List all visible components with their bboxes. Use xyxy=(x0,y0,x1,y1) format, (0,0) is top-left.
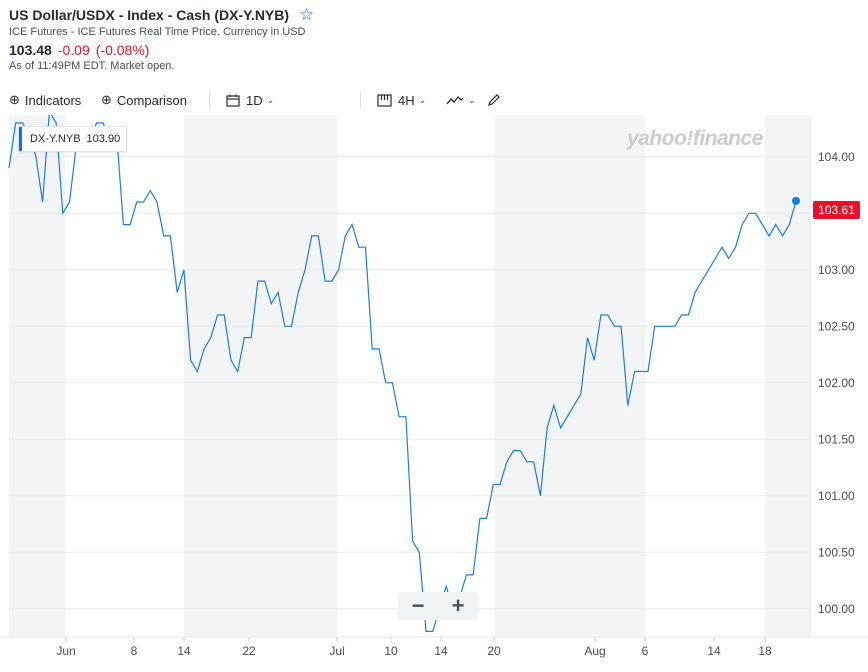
legend-symbol: DX-Y.NYB xyxy=(30,133,81,145)
legend-value: 103.90 xyxy=(86,133,121,145)
x-tick-label: 10 xyxy=(384,644,398,658)
zoom-controls: − + xyxy=(398,592,478,620)
quote-header: US Dollar/USDX - Index - Cash (DX-Y.NYB)… xyxy=(9,5,315,72)
quote-price: 103.48 xyxy=(9,42,52,58)
chevron-down-icon: ⌄ xyxy=(468,94,476,105)
chevron-down-icon: ⌄ xyxy=(266,94,275,105)
plus-circle-icon: ⊕ xyxy=(9,92,20,107)
y-tick-label: 100.50 xyxy=(818,545,855,559)
toolbar-divider xyxy=(360,92,361,108)
chart-band-gap xyxy=(645,115,765,637)
y-tick-label: 102.50 xyxy=(818,319,855,333)
x-tick-label: Aug xyxy=(584,644,605,658)
calendar-icon xyxy=(226,94,240,107)
x-tick-label: 14 xyxy=(707,644,721,658)
x-tick-label: 6 xyxy=(642,644,649,658)
chart-shaded-band xyxy=(9,115,65,637)
chart-shaded-band xyxy=(765,115,810,637)
x-tick-label: 20 xyxy=(487,644,501,658)
x-tick-label: 14 xyxy=(177,644,191,658)
interval-label: 4H xyxy=(398,92,415,108)
yahoo-finance-watermark: yahoo!finance xyxy=(627,127,763,150)
quote-change-percent: (-0.08%) xyxy=(95,42,150,58)
x-tick-label: Jul xyxy=(329,644,344,658)
y-tick-label: 101.50 xyxy=(818,432,855,446)
legend-color-marker xyxy=(19,127,22,151)
x-tick-label: 14 xyxy=(434,644,448,658)
price-line xyxy=(8,115,797,632)
zoom-in-button[interactable]: + xyxy=(451,593,465,618)
x-tick-label: 8 xyxy=(131,644,138,658)
candle-interval-icon xyxy=(377,93,392,107)
series-legend[interactable]: DX-Y.NYB 103.90 xyxy=(18,126,128,152)
last-price-label: 103.61 xyxy=(813,201,860,219)
indicators-label: Indicators xyxy=(24,92,82,108)
chart-shaded-band xyxy=(595,115,645,637)
y-tick-label: 103.00 xyxy=(818,263,855,277)
pencil-icon xyxy=(488,94,500,106)
plus-circle-icon: ⊕ xyxy=(101,92,112,107)
interval-dropdown[interactable]: 4H ⌄ xyxy=(377,88,426,112)
chart-shaded-band xyxy=(184,115,337,637)
quote-timestamp: As of 11:49PM EDT. Market open. xyxy=(9,60,175,72)
chart-toolbar: ⊕ Indicators ⊕ Comparison 1D ⌄ 4H ⌄ ⌄ xyxy=(0,88,868,112)
last-price-dot xyxy=(792,196,800,205)
y-tick-label: 101.00 xyxy=(818,489,855,503)
range-label: 1D xyxy=(246,92,263,108)
quote-change: -0.09 xyxy=(57,42,90,58)
comparison-label: Comparison xyxy=(116,92,187,108)
draw-button[interactable] xyxy=(487,88,501,112)
comparison-button[interactable]: ⊕ Comparison xyxy=(101,88,187,112)
chevron-down-icon: ⌄ xyxy=(418,94,427,105)
star-icon[interactable]: ☆ xyxy=(299,5,315,24)
y-tick-label: 102.00 xyxy=(818,376,855,390)
quote-title: US Dollar/USDX - Index - Cash (DX-Y.NYB) xyxy=(9,7,290,23)
range-dropdown[interactable]: 1D ⌄ xyxy=(226,88,274,112)
quote-subtitle: ICE Futures - ICE Futures Real Time Pric… xyxy=(9,26,306,38)
price-chart[interactable]: 100.00 100.50 101.00 101.50 102.00 102.50 103.… xyxy=(0,115,868,660)
indicators-button[interactable]: ⊕ Indicators xyxy=(9,88,81,112)
zoom-out-button[interactable]: − xyxy=(411,593,425,618)
x-tick-label: 18 xyxy=(758,644,772,658)
y-tick-label: 100.00 xyxy=(818,602,855,616)
y-tick-label: 104.00 xyxy=(818,150,855,164)
x-tick-label: Jun xyxy=(56,644,75,658)
chart-type-dropdown[interactable]: ⌄ xyxy=(446,88,476,112)
line-chart-icon xyxy=(446,96,464,105)
x-tick-label: 22 xyxy=(242,644,256,658)
toolbar-divider xyxy=(209,92,210,108)
